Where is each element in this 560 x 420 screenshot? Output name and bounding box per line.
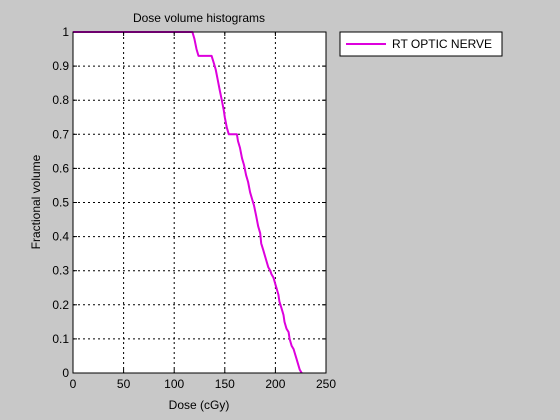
y-tick-labels: 0 0.1 0.2 0.3 0.4 0.5 0.6 0.7 0.8 0.9 1 (52, 25, 69, 380)
y-tick-label: 0.8 (52, 93, 69, 107)
y-tick-label: 0.1 (52, 332, 69, 346)
legend: RT OPTIC NERVE (339, 31, 503, 57)
y-axis-label: Fractional volume (29, 154, 43, 249)
y-tick-label: 0.7 (52, 127, 69, 141)
x-tick-label: 50 (117, 377, 131, 391)
y-tick-label: 0.9 (52, 59, 69, 73)
y-tick-label: 0.4 (52, 230, 69, 244)
chart-title: Dose volume histograms (133, 11, 265, 25)
grid-lines (73, 32, 326, 373)
tick-marks (72, 31, 327, 374)
legend-box (339, 31, 503, 57)
y-tick-label: 0 (62, 366, 69, 380)
legend-entry-rt-optic-nerve: RT OPTIC NERVE (392, 37, 492, 51)
x-tick-label: 250 (316, 377, 336, 391)
x-tick-label: 150 (215, 377, 235, 391)
x-tick-label: 100 (164, 377, 184, 391)
y-tick-label: 0.2 (52, 298, 69, 312)
series-layer (73, 31, 303, 374)
x-tick-label: 0 (70, 377, 77, 391)
x-axis-label: Dose (cGy) (169, 398, 230, 412)
y-tick-label: 0.3 (52, 264, 69, 278)
series-line-0 (73, 31, 303, 374)
x-tick-label: 200 (265, 377, 285, 391)
y-tick-label: 0.5 (52, 196, 69, 210)
y-tick-label: 0.6 (52, 161, 69, 175)
y-tick-label: 1 (62, 25, 69, 39)
x-tick-labels: 0 50 100 150 200 250 (70, 377, 337, 391)
